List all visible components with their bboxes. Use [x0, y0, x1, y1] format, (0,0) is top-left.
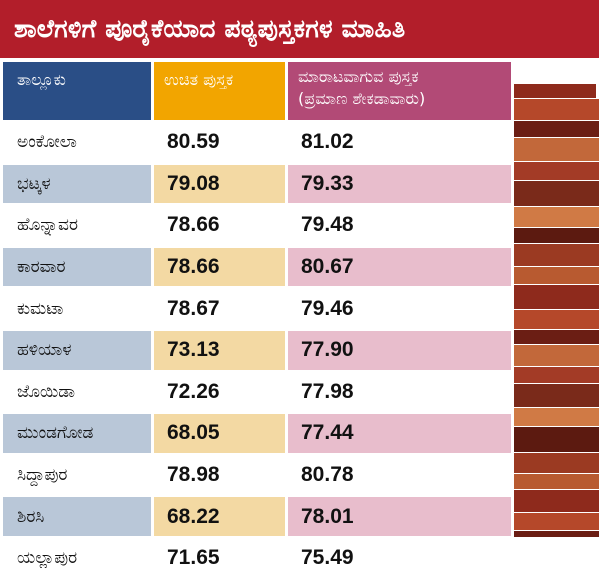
taluk-cell: ಮುಂಡಗೋಡ [0, 411, 154, 456]
sale-books-cell: 80.78 [285, 452, 514, 498]
taluk-cell: ಕಾರವಾರ [0, 244, 154, 290]
taluk-cell: ಜೊಯಿಡಾ [0, 369, 154, 415]
free-books-cell: 78.66 [151, 203, 288, 248]
sale-books-cell: 75.49 [285, 535, 514, 581]
taluk-cell: ಯಲ್ಲಾಪುರ [0, 535, 154, 581]
free-books-cell: 78.98 [151, 452, 288, 498]
sale-books-cell: 81.02 [285, 120, 514, 165]
header-sale-books-line1: ಮಾರಾಟವಾಗುವ ಪುಸ್ತಕ [298, 67, 419, 86]
taluk-cell: ಹೊನ್ನಾವರ [0, 203, 154, 248]
taluk-cell: ಭಟ್ಕಳ [0, 161, 154, 207]
page-title: ಶಾಲೆಗಳಿಗೆ ಪೂರೈಕೆಯಾದ ಪಠ್ಯಪುಸ್ತಕಗಳ ಮಾಹಿತಿ [0, 0, 599, 58]
header-sale-books-line2: (ಪ್ರಮಾಣ ಶೇಕಡಾವಾರು) [298, 89, 426, 108]
header-sale-books: ಮಾರಾಟವಾಗುವ ಪುಸ್ತಕ (ಪ್ರಮಾಣ ಶೇಕಡಾವಾರು) [285, 59, 514, 123]
free-books-cell: 71.65 [151, 535, 288, 581]
sale-books-cell: 77.98 [285, 369, 514, 415]
sale-books-cell: 77.44 [285, 411, 514, 456]
sale-books-cell: 79.33 [285, 161, 514, 207]
taluk-cell: ಸಿದ್ದಾಪುರ [0, 452, 154, 498]
sale-books-cell: 79.48 [285, 203, 514, 248]
free-books-cell: 73.13 [151, 327, 288, 373]
table-row: ಮುಂಡಗೋಡ 68.05 77.44 [0, 411, 514, 456]
sale-books-cell: 78.01 [285, 494, 514, 539]
sale-books-cell: 79.46 [285, 286, 514, 331]
table-header-row: ತಾಲ್ಲೂಕು ಉಚಿತ ಪುಸ್ತಕ ಮಾರಾಟವಾಗುವ ಪುಸ್ತಕ (… [0, 59, 514, 123]
taluk-cell: ಕುಮಟಾ [0, 286, 154, 331]
header-taluk: ತಾಲ್ಲೂಕು [0, 59, 154, 123]
taluk-cell: ಹಳಿಯಾಳ [0, 327, 154, 373]
textbook-table: ತಾಲ್ಲೂಕು ಉಚಿತ ಪುಸ್ತಕ ಮಾರಾಟವಾಗುವ ಪುಸ್ತಕ (… [0, 59, 514, 581]
free-books-cell: 78.67 [151, 286, 288, 331]
sale-books-cell: 80.67 [285, 244, 514, 290]
table-row: ಜೊಯಿಡಾ 72.26 77.98 [0, 369, 514, 415]
table-row: ಹೊನ್ನಾವರ 78.66 79.48 [0, 203, 514, 248]
free-books-cell: 78.66 [151, 244, 288, 290]
free-books-cell: 79.08 [151, 161, 288, 207]
free-books-cell: 68.22 [151, 494, 288, 539]
table-row: ಕಾರವಾರ 78.66 80.67 [0, 244, 514, 290]
header-free-books: ಉಚಿತ ಪುಸ್ತಕ [151, 59, 288, 123]
free-books-cell: 72.26 [151, 369, 288, 415]
table-row: ಕುಮಟಾ 78.67 79.46 [0, 286, 514, 331]
taluk-cell: ಅಂಕೋಲಾ [0, 120, 154, 165]
free-books-cell: 80.59 [151, 120, 288, 165]
free-books-cell: 68.05 [151, 411, 288, 456]
table-row: ಅಂಕೋಲಾ 80.59 81.02 [0, 120, 514, 165]
table-row: ಭಟ್ಕಳ 79.08 79.33 [0, 161, 514, 207]
table-row: ಹಳಿಯಾಳ 73.13 77.90 [0, 327, 514, 373]
sale-books-cell: 77.90 [285, 327, 514, 373]
table-row: ಯಲ್ಲಾಪುರ 71.65 75.49 [0, 535, 514, 581]
taluk-cell: ಶಿರಸಿ [0, 494, 154, 539]
table-row: ಶಿರಸಿ 68.22 78.01 [0, 494, 514, 539]
table-row: ಸಿದ್ದಾಪುರ 78.98 80.78 [0, 452, 514, 498]
